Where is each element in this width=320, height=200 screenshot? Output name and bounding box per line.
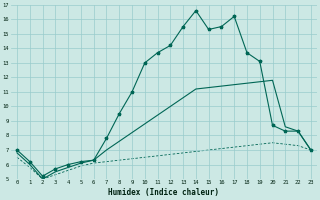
X-axis label: Humidex (Indice chaleur): Humidex (Indice chaleur)	[108, 188, 220, 197]
